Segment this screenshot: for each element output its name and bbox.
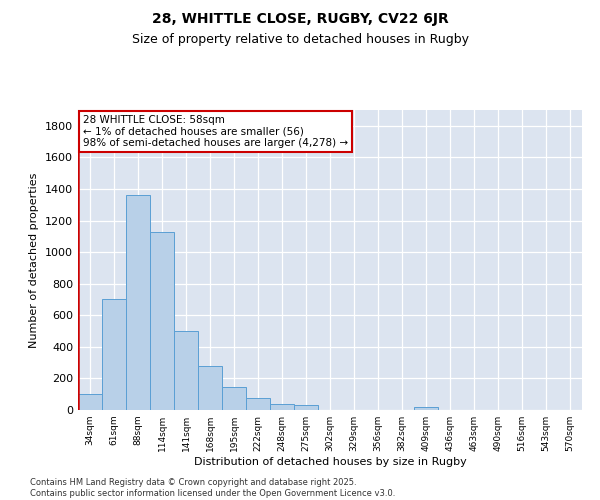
Bar: [150, 232, 174, 410]
Bar: [78, 394, 102, 410]
Bar: [294, 406, 318, 410]
Bar: [126, 196, 150, 410]
Text: 28, WHITTLE CLOSE, RUGBY, CV22 6JR: 28, WHITTLE CLOSE, RUGBY, CV22 6JR: [152, 12, 448, 26]
Bar: [246, 398, 270, 410]
Bar: [174, 331, 198, 410]
Y-axis label: Number of detached properties: Number of detached properties: [29, 172, 40, 348]
Bar: [270, 404, 294, 410]
Bar: [198, 366, 222, 410]
X-axis label: Distribution of detached houses by size in Rugby: Distribution of detached houses by size …: [194, 457, 466, 467]
Text: Size of property relative to detached houses in Rugby: Size of property relative to detached ho…: [131, 32, 469, 46]
Text: 28 WHITTLE CLOSE: 58sqm
← 1% of detached houses are smaller (56)
98% of semi-det: 28 WHITTLE CLOSE: 58sqm ← 1% of detached…: [83, 114, 348, 148]
Bar: [414, 407, 438, 410]
Bar: [222, 387, 246, 410]
Bar: [102, 300, 126, 410]
Text: Contains HM Land Registry data © Crown copyright and database right 2025.
Contai: Contains HM Land Registry data © Crown c…: [30, 478, 395, 498]
